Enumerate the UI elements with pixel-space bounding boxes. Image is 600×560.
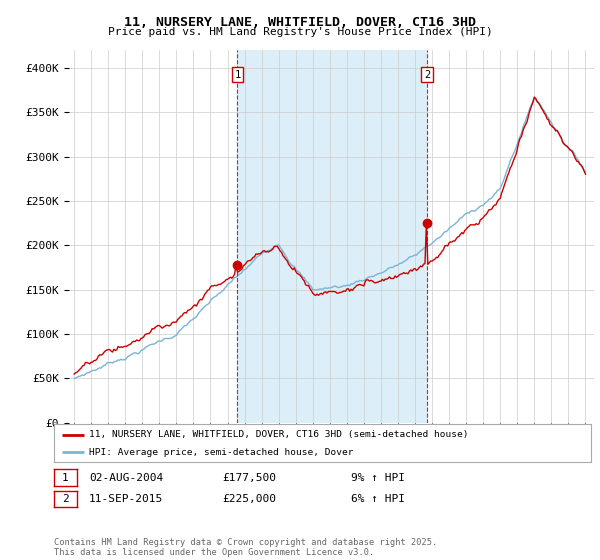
- Text: £225,000: £225,000: [222, 494, 276, 504]
- Text: Price paid vs. HM Land Registry's House Price Index (HPI): Price paid vs. HM Land Registry's House …: [107, 27, 493, 37]
- Text: 11, NURSERY LANE, WHITFIELD, DOVER, CT16 3HD (semi-detached house): 11, NURSERY LANE, WHITFIELD, DOVER, CT16…: [89, 430, 469, 439]
- Text: 1: 1: [234, 69, 241, 80]
- Text: 2: 2: [62, 494, 69, 504]
- Text: 9% ↑ HPI: 9% ↑ HPI: [351, 473, 405, 483]
- Text: 1: 1: [62, 473, 69, 483]
- Text: 02-AUG-2004: 02-AUG-2004: [89, 473, 163, 483]
- Text: 11, NURSERY LANE, WHITFIELD, DOVER, CT16 3HD: 11, NURSERY LANE, WHITFIELD, DOVER, CT16…: [124, 16, 476, 29]
- Text: 6% ↑ HPI: 6% ↑ HPI: [351, 494, 405, 504]
- Text: 2: 2: [424, 69, 430, 80]
- Text: HPI: Average price, semi-detached house, Dover: HPI: Average price, semi-detached house,…: [89, 448, 353, 457]
- Text: 11-SEP-2015: 11-SEP-2015: [89, 494, 163, 504]
- Text: Contains HM Land Registry data © Crown copyright and database right 2025.
This d: Contains HM Land Registry data © Crown c…: [54, 538, 437, 557]
- Text: £177,500: £177,500: [222, 473, 276, 483]
- Bar: [238, 50, 427, 423]
